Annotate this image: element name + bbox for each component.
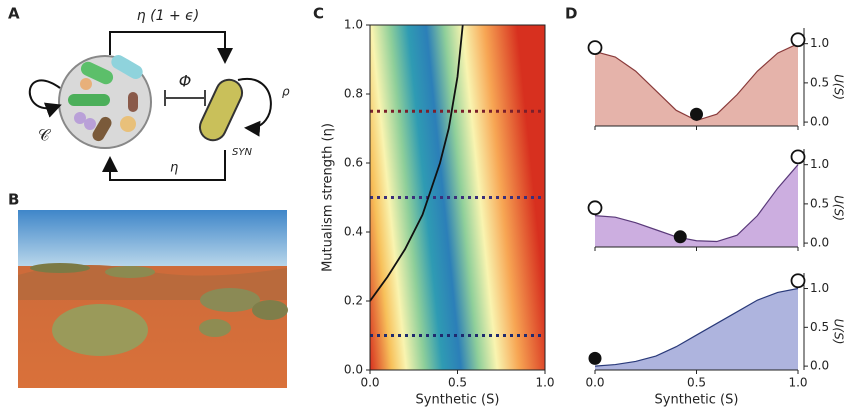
open-point xyxy=(790,273,806,289)
x-tick-label: 1.0 xyxy=(788,376,807,390)
y-tick-label: 0.0 xyxy=(810,236,829,250)
y-tick-label: 0.6 xyxy=(344,156,363,170)
y-axis-label: U(S) xyxy=(832,74,846,100)
y-tick-label: 0.5 xyxy=(810,75,829,89)
open-point xyxy=(790,149,806,165)
panel-label: D xyxy=(565,5,577,23)
y-tick-label: 0.8 xyxy=(344,87,363,101)
panel-label: A xyxy=(8,5,20,23)
rate-label: ρ xyxy=(282,85,290,99)
y-tick-label: 0.0 xyxy=(344,363,363,377)
open-point xyxy=(587,200,603,216)
panel-label: B xyxy=(8,191,19,209)
area xyxy=(595,43,798,126)
y-tick-label: 1.0 xyxy=(344,18,363,32)
x-axis-label: Synthetic (S) xyxy=(416,393,500,408)
open-point xyxy=(790,32,806,48)
panel-label: C xyxy=(313,5,324,23)
synthetic-label: SYN xyxy=(232,147,252,158)
filled-point xyxy=(673,230,687,244)
y-axis-label: Mutualism strength (η) xyxy=(321,123,336,272)
y-axis-label: U(S) xyxy=(832,195,846,221)
x-tick-label: 1.0 xyxy=(535,376,554,390)
inhibition-label: Φ xyxy=(179,72,192,91)
curve xyxy=(594,287,799,367)
x-tick-label: 0.0 xyxy=(585,376,604,390)
photo xyxy=(18,210,288,388)
filled-point xyxy=(588,351,602,365)
area xyxy=(595,288,798,370)
y-tick-label: 1.0 xyxy=(810,36,829,50)
x-tick-label: 0.0 xyxy=(360,376,379,390)
x-tick-label: 0.5 xyxy=(687,376,706,390)
y-tick-label: 1.0 xyxy=(810,281,829,295)
y-tick-label: 0.0 xyxy=(810,359,829,373)
curve xyxy=(369,24,464,302)
area xyxy=(595,164,798,247)
curve xyxy=(594,164,799,243)
y-tick-label: 0.5 xyxy=(810,196,829,210)
arrow-label: η (1 + ϵ) xyxy=(137,8,199,24)
y-tick-label: 0.5 xyxy=(810,320,829,334)
y-tick-label: 1.0 xyxy=(810,157,829,171)
y-axis-label: U(S) xyxy=(832,319,846,345)
filled-point xyxy=(690,107,703,121)
community-label: 𝒞 xyxy=(38,126,51,145)
open-point xyxy=(587,40,603,55)
x-axis-label: Synthetic (S) xyxy=(655,393,739,408)
x-tick-label: 0.5 xyxy=(448,376,467,390)
y-tick-label: 0.0 xyxy=(810,115,829,129)
y-tick-label: 0.4 xyxy=(344,225,363,239)
arrow-label: η xyxy=(170,161,178,176)
y-tick-label: 0.2 xyxy=(344,294,363,308)
diagram xyxy=(28,31,272,181)
